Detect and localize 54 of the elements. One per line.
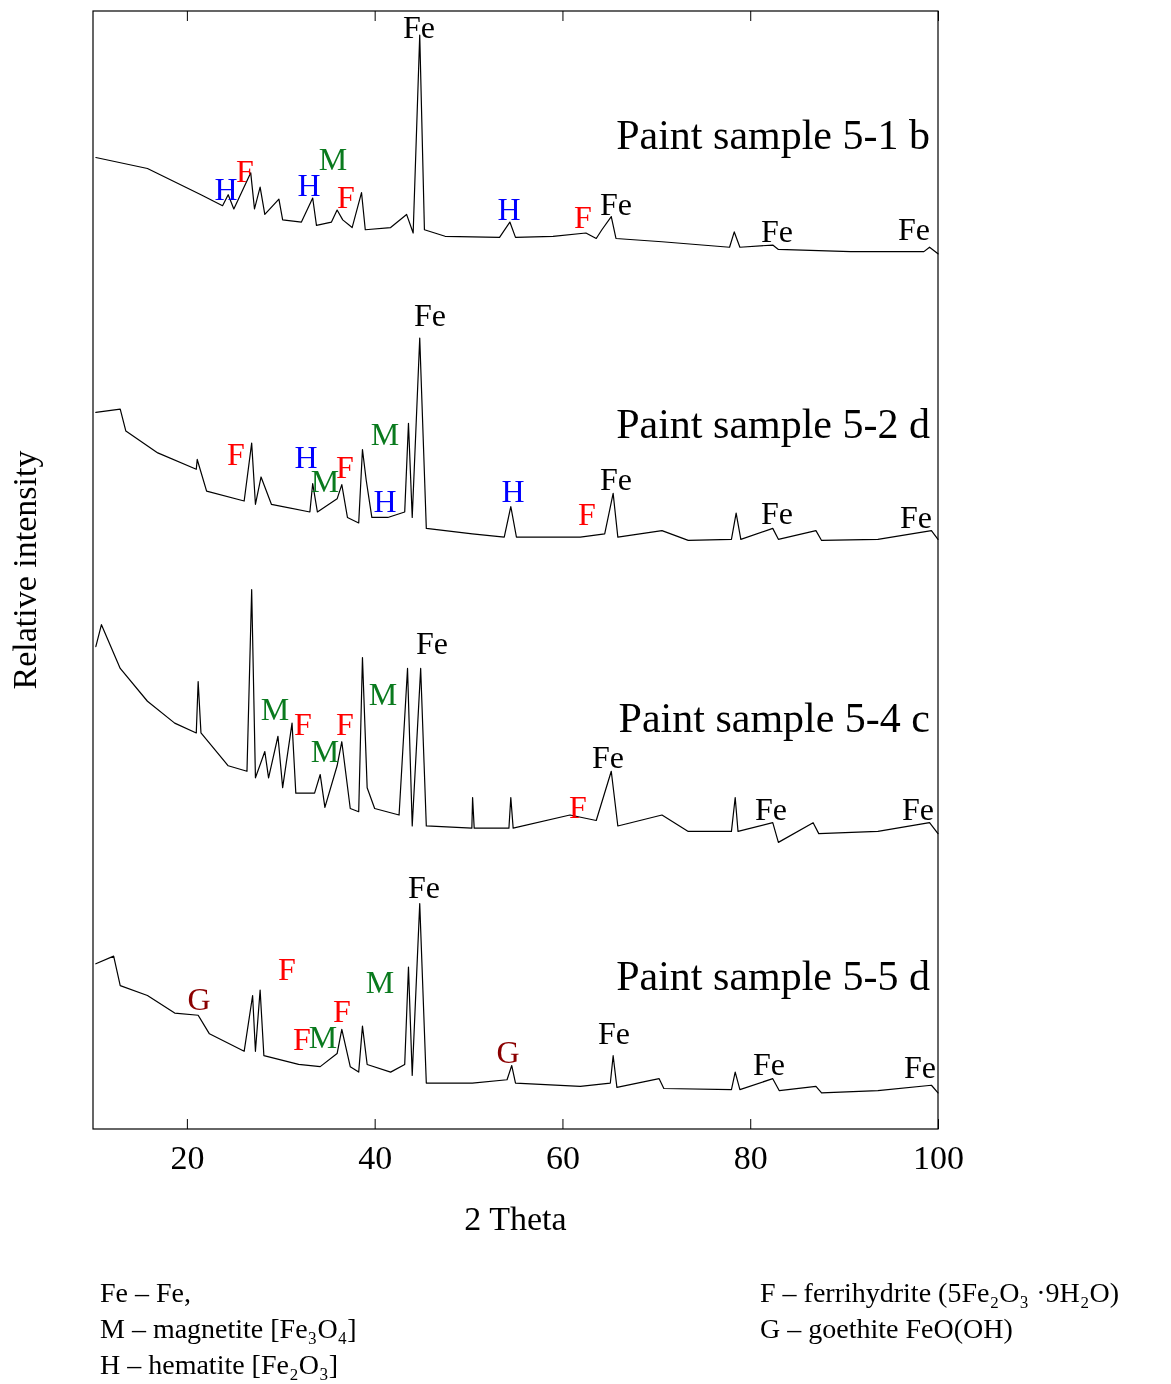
x-tick-label: 40 (358, 1139, 393, 1177)
annotation: Fe (403, 9, 435, 45)
text: M – magnetite [Fe₃O₄] (100, 1313, 357, 1344)
annotation: M (365, 964, 395, 1000)
annotation: Fe (600, 461, 632, 497)
annotation: F (227, 436, 245, 472)
annotation: H (497, 191, 521, 227)
annotation: M (260, 691, 290, 727)
text: G – goethite FeO(OH) (760, 1313, 1013, 1344)
annotation: Fe (753, 1046, 785, 1082)
annotation: F (578, 496, 596, 532)
annotation: Fe (904, 1049, 936, 1085)
x-tick-label: 60 (545, 1139, 580, 1177)
annotation: G (187, 981, 211, 1017)
text: F – ferrihydrite (5Fe₂O₃ ·9H₂O) (760, 1277, 1119, 1308)
series-label: Paint sample 5-4 c (618, 695, 930, 742)
annotation: Fe (902, 791, 934, 827)
annotation: Fe (592, 739, 624, 775)
text: H – hematite [Fe₂O₃] (100, 1349, 339, 1380)
x-axis-title: 2 Theta (464, 1200, 567, 1237)
annotation: F (574, 199, 592, 235)
annotation: M (318, 141, 348, 177)
annotation: Fe (900, 499, 932, 535)
annotation: F (336, 449, 354, 485)
annotation: F (569, 789, 587, 825)
annotation: H (214, 171, 238, 207)
annotation: Fe (898, 211, 930, 247)
annotation: H (373, 483, 397, 519)
annotation: G (496, 1034, 520, 1070)
annotation: M (368, 676, 398, 712)
annotation: Fe (600, 186, 632, 222)
series-label: Paint sample 5-2 d (616, 400, 930, 447)
annotation: M (370, 416, 400, 452)
y-axis-title: Relative intensity (6, 450, 43, 690)
annotation: F (337, 179, 355, 215)
x-tick-label: 80 (733, 1139, 768, 1177)
x-tick-label: 100 (913, 1139, 964, 1177)
annotation: Fe (408, 869, 440, 905)
annotation: F (278, 951, 296, 987)
annotation: H (297, 167, 321, 203)
annotation: Fe (416, 625, 448, 661)
text: Fe – Fe, (100, 1277, 191, 1308)
series-label: Paint sample 5-5 d (616, 953, 930, 1000)
annotation: H (501, 473, 525, 509)
annotation: Fe (761, 213, 793, 249)
annotation: Fe (755, 791, 787, 827)
annotation: Fe (761, 495, 793, 531)
annotation: F (336, 706, 354, 742)
annotation: Fe (598, 1015, 630, 1051)
series-label: Paint sample 5-1 b (616, 112, 930, 159)
annotation: F (236, 153, 254, 189)
annotation: Fe (414, 297, 446, 333)
x-tick-label: 20 (170, 1139, 205, 1177)
annotation: F (294, 706, 312, 742)
